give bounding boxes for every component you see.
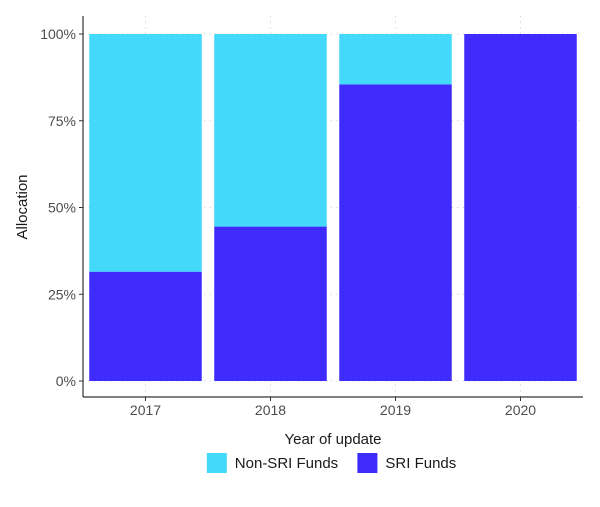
legend-swatch-non-sri-funds — [206, 453, 227, 473]
y-tick-label: 50% — [48, 200, 76, 216]
bar-sri-funds-2019 — [339, 84, 452, 381]
legend: Non-SRI Funds SRI Funds — [206, 453, 456, 473]
bars — [89, 34, 577, 381]
y-axis-title: Allocation — [14, 174, 31, 239]
x-ticks: 2017 2018 2019 2020 — [130, 397, 536, 418]
legend-label-sri-funds: SRI Funds — [385, 455, 456, 472]
x-tick-label: 2019 — [380, 402, 411, 418]
y-tick-label: 0% — [56, 373, 76, 389]
x-axis-title: Year of update — [284, 431, 381, 448]
y-tick-label: 75% — [48, 113, 76, 129]
y-tick-label: 25% — [48, 286, 76, 302]
bar-non-sri-funds-2018 — [214, 34, 327, 227]
bar-sri-funds-2020 — [464, 34, 577, 381]
bar-sri-funds-2017 — [89, 271, 202, 381]
x-tick-label: 2020 — [505, 402, 536, 418]
y-tick-label: 100% — [40, 26, 76, 42]
axes — [82, 16, 583, 398]
legend-swatch-sri-funds — [357, 453, 378, 473]
x-tick-label: 2017 — [130, 402, 161, 418]
legend-label-non-sri-funds: Non-SRI Funds — [235, 455, 338, 472]
y-ticks: 0% 25% 50% 75% 100% — [40, 26, 83, 389]
bar-non-sri-funds-2019 — [339, 34, 452, 85]
bar-sri-funds-2018 — [214, 226, 327, 381]
bar-non-sri-funds-2017 — [89, 34, 202, 272]
x-tick-label: 2018 — [255, 402, 286, 418]
